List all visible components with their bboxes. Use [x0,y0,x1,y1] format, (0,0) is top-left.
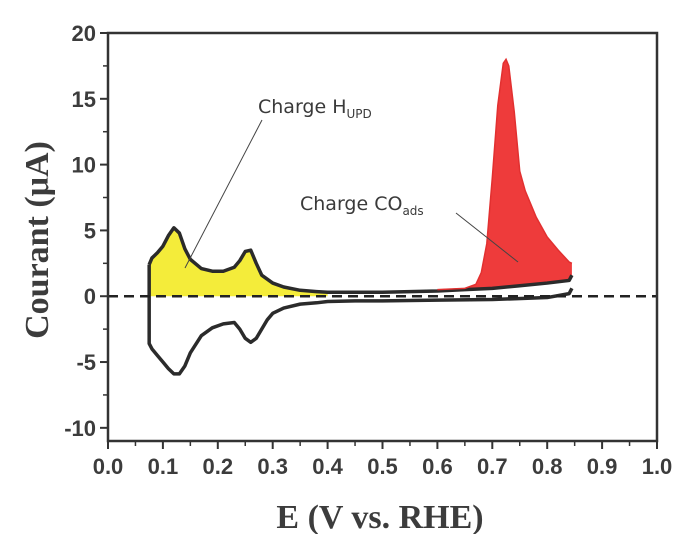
y-axis-ticks: -10 -5 0 5 10 15 20 [64,21,108,441]
x-tick-label: 0.9 [587,454,618,479]
x-tick-label: 0.7 [477,454,508,479]
x-tick-label: 0.6 [422,454,453,479]
anodic-scan-line [147,226,574,295]
x-tick-label: 1.0 [642,454,673,479]
y-tick-label: 0 [84,284,96,309]
cv-curves [147,57,574,376]
x-tick-label: 0.8 [532,454,563,479]
co-leader-line [455,212,519,263]
hupd-leader-line [184,119,263,269]
x-tick-label: 0.0 [93,454,124,479]
hupd-charge-fill [149,227,328,297]
y-axis-title: Courant (μA) [19,141,56,339]
co-charge-fill [437,59,572,291]
x-tick-label: 0.3 [257,454,288,479]
y-tick-label: -10 [64,416,96,441]
co-peak-line [437,57,573,291]
x-tick-label: 0.4 [312,454,343,479]
plot-frame [106,31,659,443]
x-tick-label: 0.5 [367,454,398,479]
y-tick-label: -5 [76,350,96,375]
x-axis-title: E (V vs. RHE) [276,499,483,534]
charge-fills [149,59,572,297]
x-axis-ticks: 0.0 0.1 0.2 0.3 0.4 0.5 0.6 0.7 0.8 0.9 1.0 [93,441,673,479]
y-tick-label: 15 [72,87,96,112]
cathodic-scan-line [147,264,574,376]
y-tick-label: 5 [84,218,96,243]
x-tick-label: 0.1 [148,454,179,479]
y-tick-label: 20 [72,21,96,46]
co-annotation: Charge COads [300,193,424,218]
hupd-annotation: Charge HUPD [258,96,372,121]
y-tick-label: 10 [72,153,96,178]
x-tick-label: 0.2 [203,454,234,479]
